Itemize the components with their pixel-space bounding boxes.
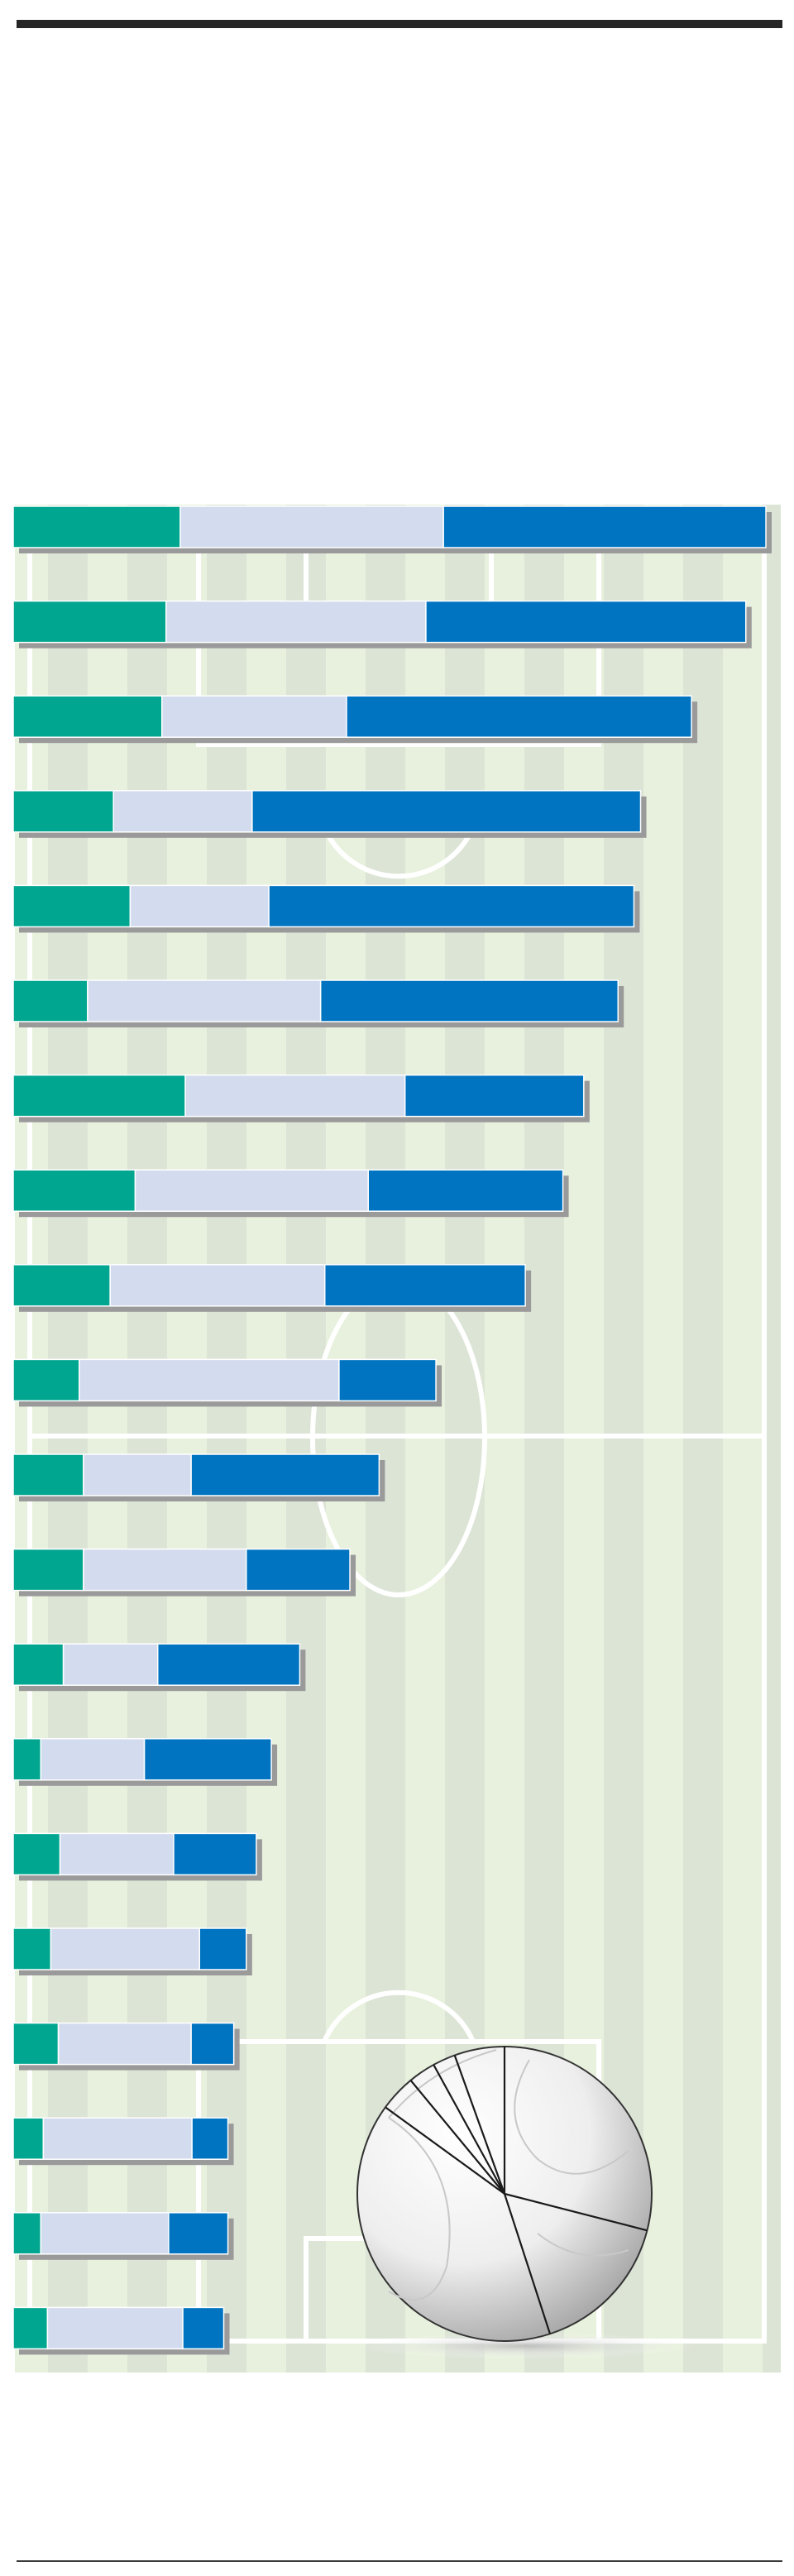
bar-segment-3 bbox=[173, 1832, 257, 1876]
bar-segment-3 bbox=[190, 2022, 235, 2066]
ball-seam bbox=[537, 2233, 629, 2257]
bar-segment-1 bbox=[12, 1169, 136, 1212]
bar-segment-1 bbox=[12, 1453, 84, 1496]
bar-segment-2 bbox=[79, 1358, 340, 1402]
bar-segment-2 bbox=[83, 1548, 247, 1592]
soccer-ball-icon bbox=[352, 2046, 699, 2359]
bar-segment-1 bbox=[12, 695, 163, 738]
bar-segment-1 bbox=[12, 1548, 84, 1592]
bar-row bbox=[12, 1169, 569, 1218]
penalty-arc-top bbox=[322, 826, 476, 879]
bar-segment-3 bbox=[425, 600, 747, 644]
bar-row bbox=[12, 1358, 442, 1407]
bar-segment-1 bbox=[12, 884, 132, 928]
bar-row bbox=[12, 1074, 590, 1123]
bar-segment-2 bbox=[42, 2117, 193, 2160]
top-rule bbox=[17, 20, 782, 28]
bar-segment-2 bbox=[40, 1738, 146, 1781]
bar-segment-3 bbox=[319, 979, 619, 1022]
bar-segment-3 bbox=[156, 1643, 301, 1686]
bar-segment-1 bbox=[12, 2022, 60, 2066]
bar-row bbox=[12, 695, 698, 744]
bar-row bbox=[12, 1453, 385, 1501]
bar-segment-3 bbox=[191, 2117, 229, 2160]
bar-row bbox=[12, 790, 647, 838]
bar-segment-1 bbox=[12, 1643, 65, 1686]
pie-slice-boundary bbox=[503, 2193, 552, 2334]
bar-row bbox=[12, 2306, 230, 2355]
ball-seam bbox=[514, 2059, 629, 2175]
bar-row bbox=[12, 2212, 234, 2260]
bar-segment-3 bbox=[442, 505, 767, 548]
bar-segment-1 bbox=[12, 600, 167, 644]
bar-row bbox=[12, 1738, 278, 1786]
bar-segment-2 bbox=[83, 1453, 192, 1496]
bar-segment-2 bbox=[161, 695, 347, 738]
bar-segment-2 bbox=[57, 2022, 192, 2066]
bar-segment-3 bbox=[346, 695, 692, 738]
bar-segment-3 bbox=[404, 1074, 585, 1118]
bar-segment-2 bbox=[59, 1832, 175, 1876]
bar-row bbox=[12, 884, 640, 933]
pie-slice-boundary bbox=[433, 2064, 505, 2195]
bar-row bbox=[12, 1643, 306, 1692]
bar-segment-2 bbox=[179, 505, 444, 548]
bar-segment-1 bbox=[12, 2212, 42, 2255]
bar-row bbox=[12, 1264, 532, 1312]
bar-segment-1 bbox=[12, 1927, 52, 1970]
bar-segment-3 bbox=[323, 1264, 526, 1307]
bar-segment-1 bbox=[12, 1264, 111, 1307]
bar-row bbox=[12, 2117, 234, 2166]
bar-segment-3 bbox=[190, 1453, 380, 1496]
bar-segment-2 bbox=[40, 2212, 170, 2255]
bar-segment-3 bbox=[143, 1738, 272, 1781]
bar-segment-1 bbox=[12, 1358, 80, 1402]
bar-segment-2 bbox=[112, 790, 253, 833]
bar-segment-2 bbox=[109, 1264, 326, 1307]
ball-seam bbox=[388, 2117, 451, 2301]
bar-row bbox=[12, 505, 772, 553]
bar-segment-3 bbox=[198, 1927, 247, 1970]
bar-row bbox=[12, 1927, 252, 1975]
bar-row bbox=[12, 1832, 262, 1881]
bar-segment-2 bbox=[165, 600, 427, 644]
bar-segment-1 bbox=[12, 2117, 45, 2160]
bar-row bbox=[12, 979, 624, 1027]
bar-segment-2 bbox=[129, 884, 270, 928]
bar-segment-2 bbox=[184, 1074, 406, 1118]
bar-segment-3 bbox=[251, 790, 642, 833]
bar-row bbox=[12, 2022, 240, 2071]
bar-segment-3 bbox=[246, 1548, 351, 1592]
pie-slice-boundary bbox=[453, 2055, 506, 2195]
bar-segment-1 bbox=[12, 1738, 42, 1781]
bar-segment-1 bbox=[12, 1074, 186, 1118]
bar-segment-2 bbox=[50, 1927, 200, 1970]
penalty-arc-bottom bbox=[322, 1989, 476, 2043]
pie-slice-boundary bbox=[409, 2080, 505, 2195]
pie-slice-boundary bbox=[385, 2106, 505, 2195]
field-stripe bbox=[763, 505, 781, 2373]
bar-segment-2 bbox=[134, 1169, 370, 1212]
bar-segment-1 bbox=[12, 979, 88, 1022]
bar-segment-1 bbox=[12, 2306, 49, 2350]
bar-segment-3 bbox=[268, 884, 635, 928]
bars-group bbox=[12, 505, 772, 2355]
bar-segment-3 bbox=[168, 2212, 229, 2255]
bottom-rule bbox=[17, 2560, 782, 2562]
ball-shadow bbox=[352, 2333, 699, 2359]
bar-segment-1 bbox=[12, 505, 181, 548]
bar-segment-1 bbox=[12, 1832, 61, 1876]
ball-seam bbox=[388, 2049, 497, 2119]
bar-segment-3 bbox=[338, 1358, 437, 1402]
bar-segment-3 bbox=[182, 2306, 225, 2350]
bar-segment-1 bbox=[12, 790, 114, 833]
bar-segment-2 bbox=[87, 979, 322, 1022]
bar-row bbox=[12, 600, 752, 649]
pie-slice-boundary bbox=[504, 2192, 648, 2232]
bar-row bbox=[12, 1548, 356, 1597]
bar-segment-2 bbox=[46, 2306, 184, 2350]
bar-segment-3 bbox=[367, 1169, 564, 1212]
bar-segment-2 bbox=[62, 1643, 159, 1686]
